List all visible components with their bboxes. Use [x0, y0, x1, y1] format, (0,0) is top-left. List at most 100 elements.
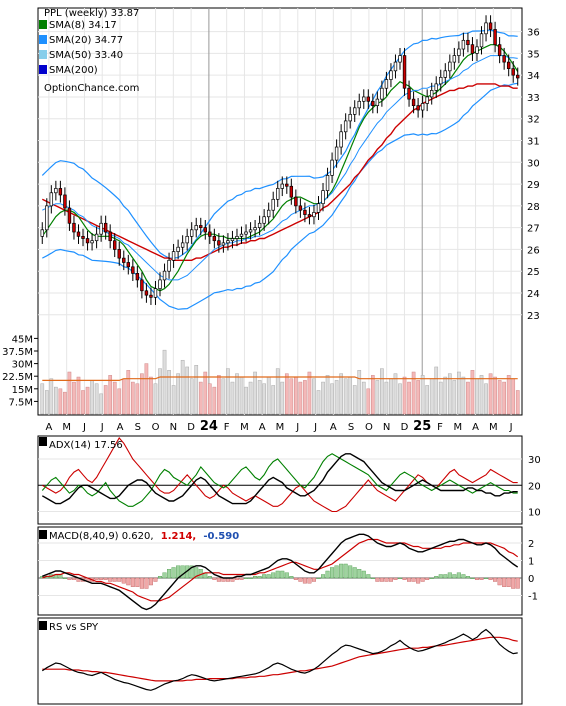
candle-body — [343, 120, 348, 133]
macd-histogram-bar — [497, 577, 502, 586]
candle-body — [253, 227, 257, 231]
candle-body — [443, 70, 447, 78]
volume-bar — [461, 376, 466, 415]
volume-bar — [384, 381, 389, 415]
macd-histogram-bar — [334, 565, 339, 579]
macd-histogram-bar — [302, 577, 307, 584]
macd-histogram-bar — [456, 572, 461, 579]
candle-body — [153, 288, 158, 298]
macd-histogram-bar — [484, 577, 489, 580]
candle-body — [334, 146, 339, 161]
macd-histogram-bar — [144, 577, 149, 589]
candle-body — [457, 48, 461, 56]
price-tick-label: 25 — [527, 267, 540, 278]
price-y-axis: 36 35 34 33 32 31 30 29 28 27 26 25 24 23 — [527, 28, 540, 322]
volume-tick-label: 30M — [12, 360, 33, 371]
macd-histogram-bar — [117, 577, 122, 582]
volume-bar — [475, 378, 479, 415]
candle-body — [203, 227, 207, 233]
volume-bar — [411, 371, 416, 415]
adx-panel-frame — [37, 435, 523, 525]
macd-histogram-bar — [379, 577, 384, 582]
macd-tick-label: 2 — [528, 539, 534, 550]
month-label: J — [82, 422, 86, 433]
macd-histogram-bar — [157, 576, 163, 579]
candle-body — [425, 96, 429, 104]
macd-histogram-bar — [194, 567, 199, 579]
candle-body — [276, 188, 280, 200]
month-label: S — [348, 422, 354, 433]
legend-label: SMA(20) 34.77 — [49, 35, 123, 46]
candle-body — [452, 55, 457, 63]
month-label: A — [472, 422, 479, 433]
macd-histogram-bar — [189, 565, 194, 579]
price-tick-label: 30 — [527, 158, 540, 169]
volume-bar — [94, 383, 99, 415]
macd-histogram-bar — [311, 577, 316, 582]
macd-histogram-bar — [171, 567, 176, 579]
rs-panel-frame — [37, 617, 523, 705]
volume-bar — [275, 368, 280, 415]
sma20-line — [42, 55, 518, 281]
volume-bar — [303, 380, 307, 415]
macd-line — [42, 533, 519, 611]
volume-bar — [176, 373, 180, 415]
macd-histogram-bar — [366, 574, 371, 579]
macd-histogram-bar — [352, 567, 357, 579]
candle-body — [76, 231, 81, 237]
macd-histogram-bar — [425, 577, 430, 580]
macd-histogram-bar — [71, 577, 76, 580]
candle-body — [108, 231, 112, 242]
candle-body — [429, 90, 434, 98]
macd-histogram-bar — [126, 577, 131, 586]
month-label: M — [240, 422, 249, 433]
volume-bar — [167, 370, 171, 415]
rs-panel: RS vs SPY — [37, 617, 523, 705]
month-label: M — [453, 422, 462, 433]
candle-body — [479, 33, 484, 48]
macd-histogram-bar — [112, 577, 117, 582]
candle-body — [244, 231, 248, 235]
bollinger-lower — [42, 82, 518, 310]
svg-text:MACD(8,40,9) 0.620, 1.21: MACD(8,40,9) 0.620, 1.214, -0.590 — [49, 531, 239, 542]
volume-bar — [235, 373, 239, 415]
macd-histogram-bar — [493, 577, 498, 582]
volume-bar — [112, 381, 117, 415]
macd-histogram-bar — [180, 565, 185, 579]
volume-bar — [380, 368, 384, 415]
volume-bar — [452, 380, 457, 415]
volume-bar — [298, 381, 303, 415]
macd-histogram-bar — [99, 577, 104, 580]
volume-bar — [339, 373, 343, 415]
adx-tick-label: 10 — [528, 508, 541, 519]
volume-bar — [44, 390, 49, 415]
macd-label: MACD(8,40,9) 0.620, — [49, 531, 154, 542]
bollinger-upper — [41, 29, 518, 259]
price-tick-label: 33 — [527, 93, 540, 104]
price-tick-label: 31 — [527, 137, 540, 148]
candle-body — [230, 238, 235, 242]
volume-bar — [284, 373, 289, 415]
candle-body — [158, 279, 162, 289]
macd-histogram-bar — [103, 577, 108, 580]
month-label: A — [259, 422, 266, 433]
volume-bar — [162, 349, 167, 415]
watermark: OptionChance.com — [44, 83, 139, 94]
volume-bar — [81, 390, 85, 415]
month-label: S — [135, 422, 141, 433]
volume-bar — [470, 370, 475, 415]
volume-bar — [289, 378, 294, 415]
candle-body — [122, 257, 126, 263]
candle-body — [411, 98, 416, 107]
month-label: J — [100, 422, 104, 433]
month-label: M — [276, 422, 285, 433]
volume-bar — [447, 373, 452, 415]
legend-swatch — [39, 50, 47, 59]
candle-body — [72, 222, 76, 233]
volume-bar — [420, 375, 425, 415]
macd-histogram-bar — [167, 569, 172, 579]
volume-bar — [348, 376, 353, 415]
candle-body — [502, 55, 506, 63]
month-label: M — [489, 422, 498, 433]
candle-body — [366, 96, 371, 102]
